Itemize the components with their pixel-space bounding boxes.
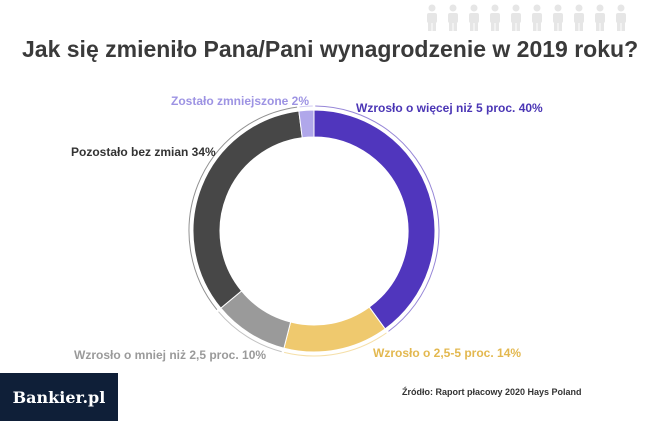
decorative-people-icons <box>427 4 626 31</box>
slice-label-grew-under-2-5: Wzrosło o mniej niż 2,5 proc. 10% <box>74 348 267 362</box>
person-icon <box>532 4 542 31</box>
person-icon <box>616 4 626 31</box>
person-icon <box>469 4 479 31</box>
slice-bracket-3 <box>188 106 298 311</box>
slice-bracket-1 <box>284 332 387 357</box>
donut-slice-3 <box>192 110 303 309</box>
person-icon <box>490 4 500 31</box>
donut-slice-4 <box>298 109 315 139</box>
person-icon <box>511 4 521 31</box>
source-note: Źródło: Raport płacowy 2020 Hays Poland <box>402 387 582 397</box>
person-icon <box>427 4 437 31</box>
bankier-logo: Bankier.pl <box>0 373 118 421</box>
donut-slice-1 <box>283 306 386 353</box>
chart-title: Jak się zmieniło Pana/Pani wynagrodzenie… <box>22 36 639 62</box>
slice-label-decreased: Zostało zmniejszone 2% <box>171 94 310 108</box>
slice-bracket-4 <box>299 105 313 108</box>
person-icon <box>448 4 458 31</box>
slice-label-grew-2-5-to-5: Wzrosło o 2,5-5 proc. 14% <box>373 346 522 360</box>
slice-bracket-0 <box>315 105 440 332</box>
slice-bracket-2 <box>218 311 282 353</box>
donut-slice-0 <box>313 109 436 330</box>
person-icon <box>574 4 584 31</box>
slice-label-unchanged: Pozostało bez zmian 34% <box>71 145 216 159</box>
slice-label-grew-over-5: Wzrosło o więcej niż 5 proc. 40% <box>356 101 543 115</box>
person-icon <box>595 4 605 31</box>
person-icon <box>553 4 563 31</box>
